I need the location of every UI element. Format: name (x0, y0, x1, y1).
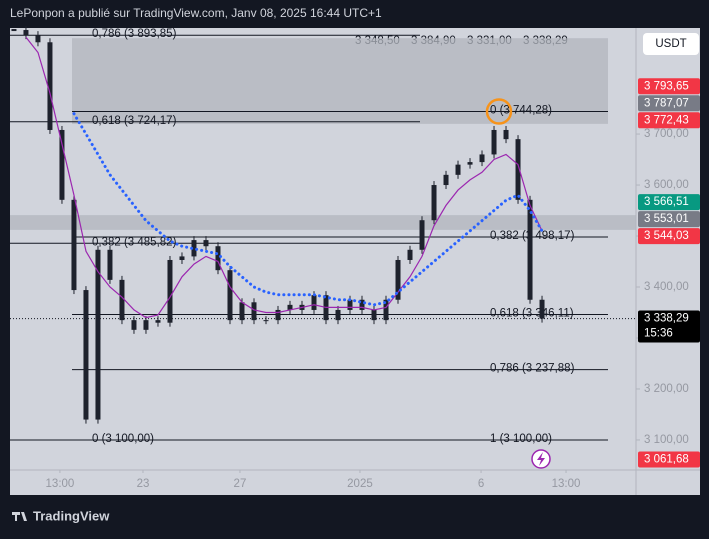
candle (407, 249, 413, 260)
y-tick-label: 3 600,00 (644, 179, 689, 191)
candle (383, 299, 389, 321)
candle (107, 249, 113, 280)
header: LePonpon a publié sur TradingView.com, J… (10, 6, 382, 20)
candle (23, 30, 29, 36)
currency-button[interactable] (643, 33, 699, 55)
alert-bolt (537, 452, 545, 466)
price-tag (638, 228, 700, 245)
candle (539, 299, 545, 319)
candle (287, 304, 293, 310)
candle (83, 290, 89, 420)
highlight-circle (485, 98, 513, 125)
candle (95, 249, 101, 420)
candle (155, 320, 161, 323)
currency-label[interactable]: USDT (655, 38, 686, 50)
candle (167, 259, 173, 323)
candle (203, 240, 209, 247)
candle (239, 302, 245, 321)
candle (71, 199, 77, 291)
price-tag-label: 3 772,43 (644, 114, 689, 126)
candle (47, 42, 53, 130)
logo (12, 512, 27, 521)
candle (503, 129, 509, 140)
x-axis-background (10, 470, 700, 495)
candle (371, 309, 377, 321)
fib-label: 0,618 (3 724,17) (92, 115, 177, 127)
candle (527, 199, 533, 300)
fib-label: 0,786 (3 893,85) (92, 28, 177, 40)
price-tag (638, 95, 700, 112)
price-tag-label: 3 787,07 (644, 97, 689, 109)
x-tick-label: 27 (234, 478, 247, 490)
x-tick-label: 13:00 (46, 478, 75, 490)
x-tick-label: 23 (137, 478, 150, 490)
candle (251, 302, 257, 321)
fib-label: 0,786 (3 237,88) (490, 363, 575, 375)
candle (119, 279, 125, 321)
candle (443, 174, 449, 186)
x-tick-label: 6 (478, 478, 484, 490)
price-tag (638, 78, 700, 95)
candle (335, 309, 341, 321)
zone (10, 215, 636, 230)
x-tick-label: 13:00 (552, 478, 581, 490)
indicator-line (72, 112, 544, 307)
price-tag (638, 194, 700, 211)
candle (275, 309, 281, 321)
candle (419, 220, 425, 250)
candle (215, 246, 221, 271)
price-countdown: 15:36 (644, 327, 673, 339)
price-tag-label: 3 544,03 (644, 230, 689, 242)
fib-label: 1 (3 100,00) (490, 433, 552, 445)
fib-label: 0 (3 100,00) (92, 433, 154, 445)
fib-label: 0 (3 744,28) (490, 105, 552, 117)
candle (479, 154, 485, 163)
price-tag (638, 112, 700, 129)
x-tick-label: 2025 (347, 478, 373, 490)
price-tag (638, 451, 700, 468)
candle (227, 270, 233, 321)
candle (467, 162, 473, 165)
candle (179, 256, 185, 260)
price-tag-label: 3 061,68 (644, 454, 689, 466)
price-tag-label: 3 793,65 (644, 80, 689, 92)
candle (191, 240, 197, 257)
candle (35, 35, 41, 43)
candle (359, 299, 365, 310)
candle (431, 185, 437, 221)
candle (11, 29, 17, 32)
indicator-line (25, 36, 543, 319)
candle (347, 299, 353, 310)
y-tick-label: 3 100,00 (644, 434, 689, 446)
candle (263, 320, 269, 322)
candle (515, 139, 521, 200)
candle (455, 164, 461, 175)
plot: 3 100,003 200,003 300,003 400,003 500,00… (10, 26, 700, 490)
fib-label: 0,618 (3 346,11) (490, 308, 574, 320)
candle (59, 129, 65, 200)
candle (143, 320, 149, 330)
price-tag-label: 3 566,51 (644, 196, 689, 208)
candle (311, 295, 317, 310)
footer-brand: TradingView (33, 508, 110, 523)
price-tag-label: 3 553,01 (644, 213, 689, 225)
candle (395, 259, 401, 300)
y-tick-label: 3 700,00 (644, 128, 689, 140)
candle (491, 129, 497, 155)
fib-label: 0,382 (3 485,82) (92, 236, 177, 248)
zone (72, 38, 608, 124)
y-tick-label: 3 200,00 (644, 383, 689, 395)
price-tag (638, 211, 700, 228)
y-tick-label: 3 400,00 (644, 281, 689, 293)
candle (131, 320, 137, 330)
price-tag-label: 3 338,29 (644, 312, 689, 324)
price-tag (638, 310, 700, 343)
